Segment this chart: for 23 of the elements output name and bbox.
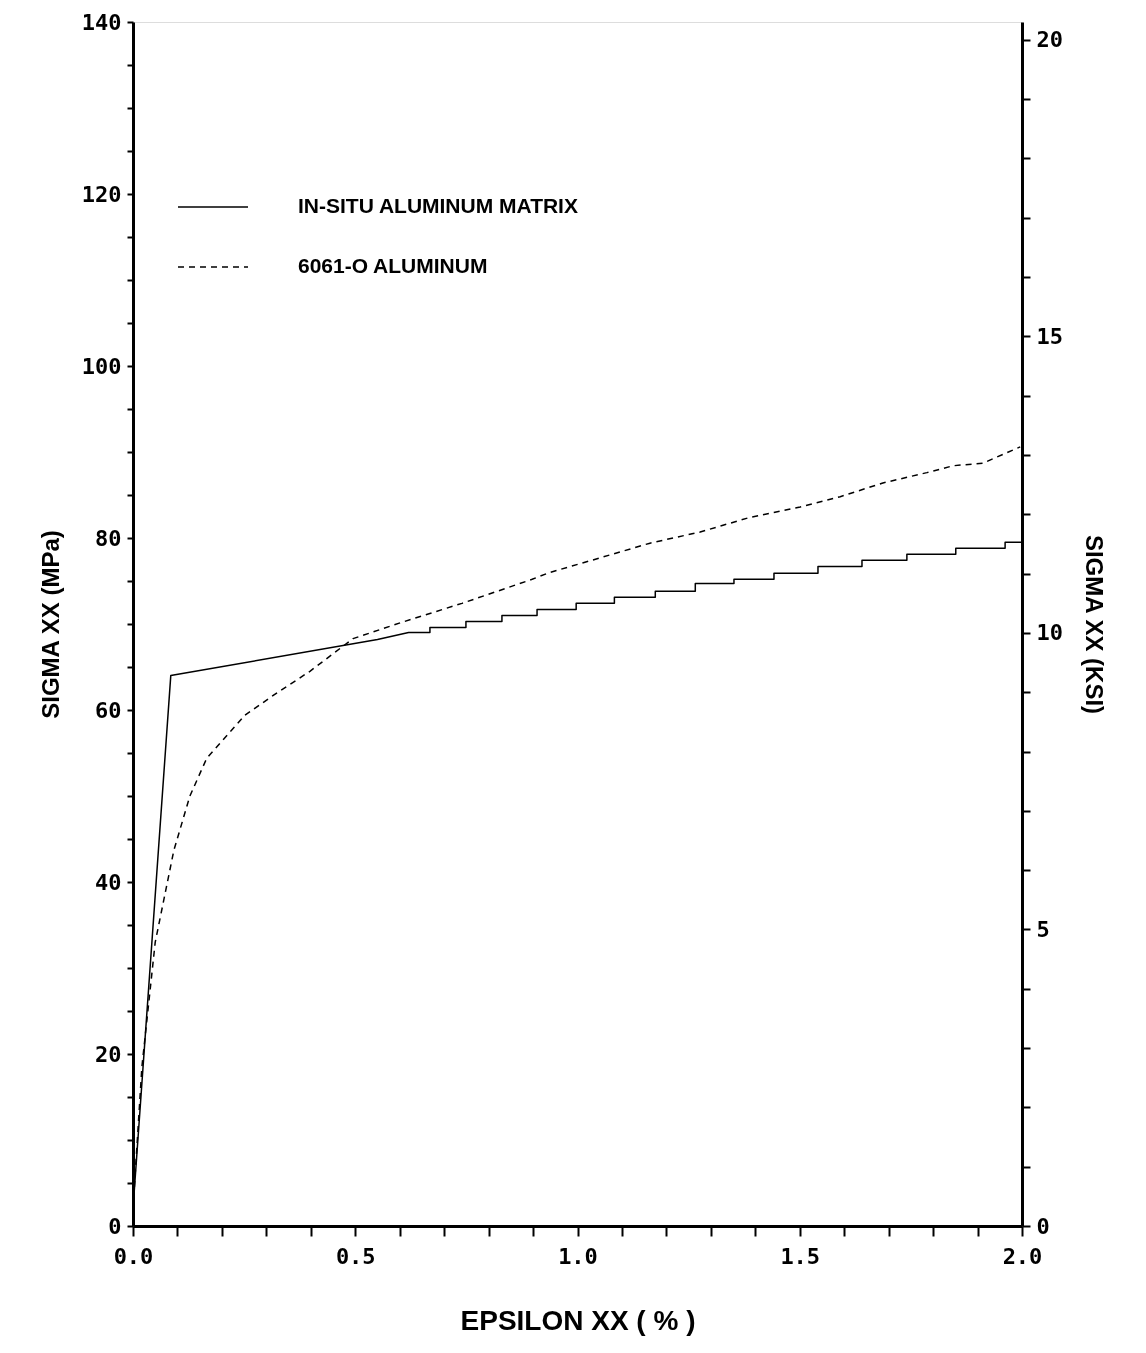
y2-axis-title: SIGMA XX (KSI) — [1080, 534, 1108, 715]
y2-tick-label: 5 — [1036, 916, 1050, 942]
y2-tick-label: 20 — [1036, 27, 1063, 53]
y2-tick-label: 0 — [1036, 1213, 1050, 1239]
legend-label: 6061-O ALUMINUM — [298, 254, 488, 277]
x-tick-label: 2.0 — [1002, 1243, 1043, 1269]
y-tick-label: 80 — [95, 525, 122, 551]
x-tick-label: 0.5 — [335, 1243, 376, 1269]
y-tick-label: 140 — [81, 9, 122, 35]
y-tick-label: 60 — [95, 697, 122, 723]
y-tick-label: 0 — [108, 1213, 122, 1239]
y-tick-label: 120 — [81, 181, 122, 207]
legend-label: IN-SITU ALUMINUM MATRIX — [298, 194, 578, 217]
y2-tick-label: 15 — [1036, 323, 1063, 349]
y-axis-title: SIGMA XX (MPa) — [36, 530, 64, 719]
x-tick-label: 0.0 — [113, 1243, 154, 1269]
y2-tick-label: 10 — [1036, 620, 1063, 646]
x-axis-title: EPSILON XX ( % ) — [460, 1304, 696, 1336]
x-tick-label: 1.0 — [558, 1243, 598, 1269]
y-tick-label: 40 — [95, 869, 122, 895]
y-tick-label: 20 — [95, 1041, 122, 1067]
y-tick-label: 100 — [81, 353, 122, 379]
x-tick-label: 1.5 — [780, 1243, 821, 1269]
